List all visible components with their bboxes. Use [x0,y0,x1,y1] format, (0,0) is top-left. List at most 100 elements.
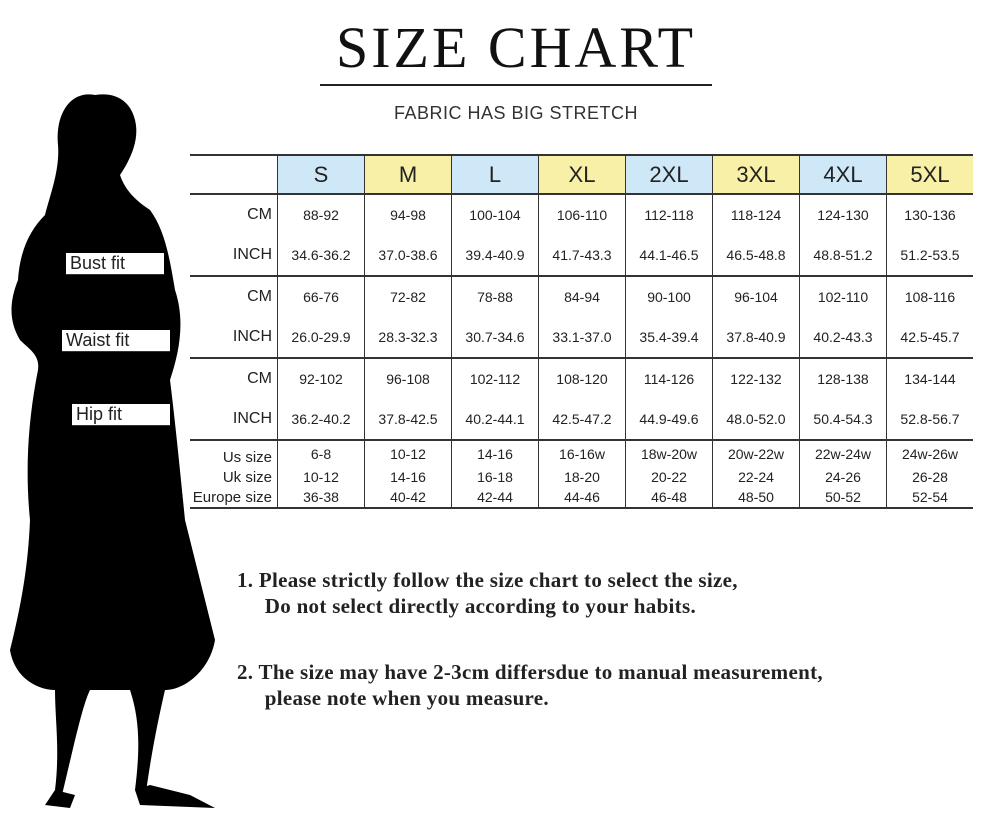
table-cell: 118-124 [712,194,800,235]
table-cell: 42-44 [451,487,539,509]
note-1-line-1: 1. Please strictly follow the size chart… [237,568,738,592]
row-label: Us size [222,448,272,466]
table-cell: 24w-26w [886,440,973,467]
table-cell: 14-16 [364,467,452,487]
table-cell: 88-92 [277,194,365,235]
table-cell: 30.7-34.6 [451,317,539,359]
table-cell: 18-20 [538,467,626,487]
table-cell: 33.1-37.0 [538,317,626,359]
table-cell: 37.0-38.6 [364,235,452,277]
table-cell: 44.1-46.5 [625,235,713,277]
table-cell: 35.4-39.4 [625,317,713,359]
table-cell: 34.6-36.2 [277,235,365,277]
row-label: CM [247,288,272,305]
hip-fit-label: Hip fit [72,404,170,426]
page-title: SIZE CHART [335,15,697,80]
table-row: Uk size 10-12 14-16 16-18 18-20 20-22 22-24 24-… [190,467,973,487]
table-cell: 96-104 [712,276,800,317]
row-label: INCH [190,235,278,277]
table-cell: 72-82 [364,276,452,317]
table-cell: 40.2-43.3 [799,317,887,359]
table-cell: 37.8-40.9 [712,317,800,359]
table-cell: 40-42 [364,487,452,509]
size-table: S M L XL 2XL 3XL 4XL 5XL CM 88-92 94-98 100… [190,154,973,509]
size-header: XL [538,154,626,195]
table-cell: 108-120 [538,358,626,399]
size-header: 3XL [712,154,800,195]
row-label: CM [247,206,272,223]
table-cell: 36-38 [277,487,365,509]
table-cell: 90-100 [625,276,713,317]
table-cell: 92-102 [277,358,365,399]
size-header: S [277,154,365,195]
table-row: INCH 34.6-36.2 37.0-38.6 39.4-40.9 41.7-43.3… [190,235,973,277]
table-cell: 36.2-40.2 [277,399,365,441]
table-cell: 128-138 [799,358,887,399]
table-cell: 6-8 [277,440,365,467]
table-cell: 20-22 [625,467,713,487]
note-2-line-2: please note when you measure. [237,686,549,710]
table-cell: 10-12 [277,467,365,487]
waist-fit-label: Waist fit [62,330,170,352]
table-cell: 106-110 [538,194,626,235]
table-row: CM 92-102 96-108 102-112 108-120 114-126 122-1… [190,358,973,399]
table-cell: 52-54 [886,487,973,509]
table-cell: 134-144 [886,358,973,399]
table-cell: 114-126 [625,358,713,399]
table-cell: 24-26 [799,467,887,487]
table-cell: 26.0-29.9 [277,317,365,359]
table-cell: 100-104 [451,194,539,235]
size-header: 5XL [886,154,973,195]
row-label: Europe size [190,487,278,509]
table-cell: 16-18 [451,467,539,487]
table-cell: 46.5-48.8 [712,235,800,277]
table-cell: 51.2-53.5 [886,235,973,277]
note-2-line-1: 2. The size may have 2-3cm differsdue to… [237,660,823,684]
row-label: Uk size [222,468,272,486]
row-label: CM [247,370,272,387]
table-cell: 50-52 [799,487,887,509]
table-cell: 48.8-51.2 [799,235,887,277]
note-1-line-2: Do not select directly according to your… [237,594,697,618]
table-cell: 10-12 [364,440,452,467]
size-header: M [364,154,452,195]
table-row: Us size 6-8 10-12 14-16 16-16w 18w-20w 20w-22w… [190,440,973,467]
table-cell: 18w-20w [625,440,713,467]
table-cell: 130-136 [886,194,973,235]
table-row: CM 66-76 72-82 78-88 84-94 90-100 96-104 102-11… [190,276,973,317]
table-row: CM 88-92 94-98 100-104 106-110 112-118 118-124… [190,194,973,235]
size-header: 2XL [625,154,713,195]
table-cell: 26-28 [886,467,973,487]
table-cell: 102-112 [451,358,539,399]
table-cell: 108-116 [886,276,973,317]
table-cell: 94-98 [364,194,452,235]
table-cell: 44.9-49.6 [625,399,713,441]
size-header-row: S M L XL 2XL 3XL 4XL 5XL [190,154,973,195]
row-label: INCH [190,317,278,359]
table-cell: 124-130 [799,194,887,235]
table-cell: 96-108 [364,358,452,399]
table-row: INCH 36.2-40.2 37.8-42.5 40.2-44.1 42.5-47.2… [190,399,973,441]
table-cell: 66-76 [277,276,365,317]
table-cell: 48.0-52.0 [712,399,800,441]
table-cell: 52.8-56.7 [886,399,973,441]
size-header: L [451,154,539,195]
table-cell: 40.2-44.1 [451,399,539,441]
table-cell: 112-118 [625,194,713,235]
table-cell: 84-94 [538,276,626,317]
table-cell: 122-132 [712,358,800,399]
table-row: INCH 26.0-29.9 28.3-32.3 30.7-34.6 33.1-37.0… [190,317,973,359]
table-cell: 78-88 [451,276,539,317]
table-cell: 16-16w [538,440,626,467]
table-cell: 48-50 [712,487,800,509]
table-cell: 22w-24w [799,440,887,467]
title-underline [320,84,712,86]
table-cell: 39.4-40.9 [451,235,539,277]
table-cell: 46-48 [625,487,713,509]
corner-cell [190,154,278,195]
table-cell: 22-24 [712,467,800,487]
subtitle: FABRIC HAS BIG STRETCH [393,103,639,123]
table-cell: 20w-22w [712,440,800,467]
table-cell: 42.5-45.7 [886,317,973,359]
